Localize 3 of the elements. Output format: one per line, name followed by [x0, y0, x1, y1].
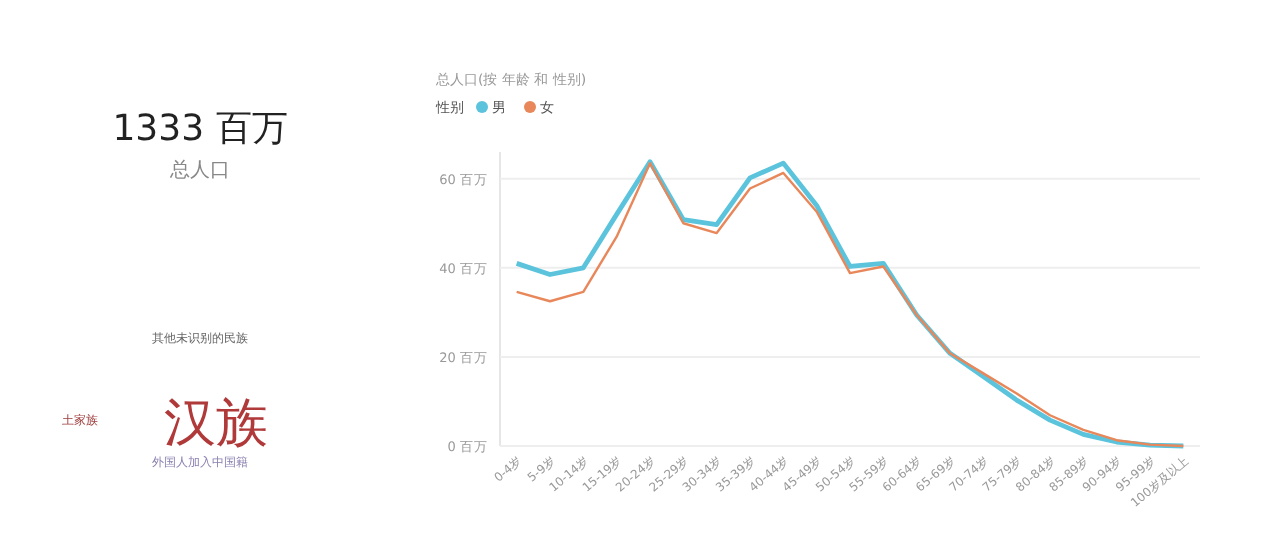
text: 1333 百万 [112, 108, 288, 150]
text: 总人口 [168, 158, 230, 182]
text: 汉族 [164, 394, 268, 454]
